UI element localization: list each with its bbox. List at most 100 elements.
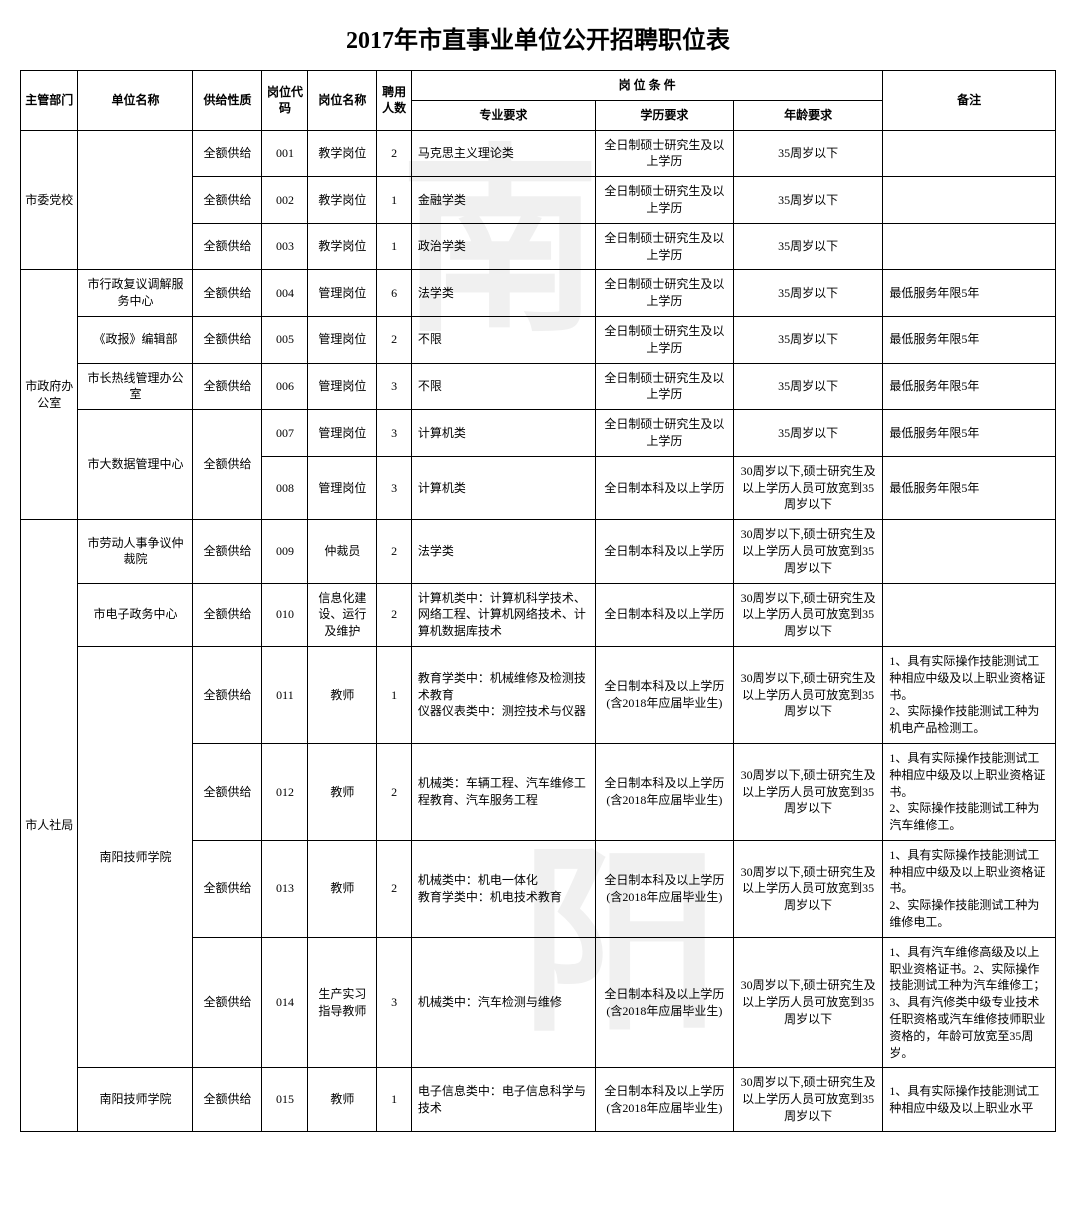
cell-code: 013 bbox=[262, 840, 308, 937]
cell-pos: 管理岗位 bbox=[308, 456, 377, 519]
cell-supply: 全额供给 bbox=[193, 937, 262, 1068]
cell-unit: 南阳技师学院 bbox=[78, 646, 193, 1068]
cell-note bbox=[883, 130, 1056, 177]
cell-count: 2 bbox=[377, 130, 411, 177]
cell-age: 35周岁以下 bbox=[733, 130, 883, 177]
cell-code: 009 bbox=[262, 520, 308, 583]
cell-unit: 市大数据管理中心 bbox=[78, 410, 193, 520]
cell-major: 不限 bbox=[411, 316, 595, 363]
cell-pos: 教师 bbox=[308, 743, 377, 840]
page-title: 2017年市直事业单位公开招聘职位表 bbox=[20, 20, 1056, 55]
cell-note: 最低服务年限5年 bbox=[883, 456, 1056, 519]
th-note: 备注 bbox=[883, 71, 1056, 131]
cell-age: 30周岁以下,硕士研究生及以上学历人员可放宽到35周岁以下 bbox=[733, 646, 883, 743]
cell-major: 教育学类中：机械维修及检测技术教育仪器仪表类中：测控技术与仪器 bbox=[411, 646, 595, 743]
th-age: 年龄要求 bbox=[733, 100, 883, 130]
th-supply: 供给性质 bbox=[193, 71, 262, 131]
cell-age: 35周岁以下 bbox=[733, 270, 883, 317]
cell-note bbox=[883, 177, 1056, 224]
cell-code: 004 bbox=[262, 270, 308, 317]
table-row: 市长热线管理办公室全额供给006管理岗位3不限全日制硕士研究生及以上学历35周岁… bbox=[21, 363, 1056, 410]
cell-age: 30周岁以下,硕士研究生及以上学历人员可放宽到35周岁以下 bbox=[733, 520, 883, 583]
cell-edu: 全日制本科及以上学历(含2018年应届毕业生) bbox=[595, 1068, 733, 1131]
cell-pos: 教师 bbox=[308, 840, 377, 937]
cell-count: 3 bbox=[377, 456, 411, 519]
table-row: 市电子政务中心全额供给010信息化建设、运行及维护2计算机类中：计算机科学技术、… bbox=[21, 583, 1056, 646]
cell-major: 计算机类 bbox=[411, 410, 595, 457]
cell-note: 最低服务年限5年 bbox=[883, 316, 1056, 363]
cell-unit: 南阳技师学院 bbox=[78, 1068, 193, 1131]
cell-count: 2 bbox=[377, 840, 411, 937]
cell-edu: 全日制硕士研究生及以上学历 bbox=[595, 316, 733, 363]
cell-age: 30周岁以下,硕士研究生及以上学历人员可放宽到35周岁以下 bbox=[733, 583, 883, 646]
th-posname: 岗位名称 bbox=[308, 71, 377, 131]
cell-pos: 管理岗位 bbox=[308, 410, 377, 457]
cell-note: 1、具有汽车维修高级及以上职业资格证书。2、实际操作技能测试工种为汽车维修工；3… bbox=[883, 937, 1056, 1068]
cell-note: 1、具有实际操作技能测试工种相应中级及以上职业资格证书。2、实际操作技能测试工种… bbox=[883, 840, 1056, 937]
table-row: 南阳技师学院全额供给011教师1教育学类中：机械维修及检测技术教育仪器仪表类中：… bbox=[21, 646, 1056, 743]
cell-age: 30周岁以下,硕士研究生及以上学历人员可放宽到35周岁以下 bbox=[733, 937, 883, 1068]
th-edu: 学历要求 bbox=[595, 100, 733, 130]
cell-note: 1、具有实际操作技能测试工种相应中级及以上职业资格证书。2、实际操作技能测试工种… bbox=[883, 743, 1056, 840]
cell-edu: 全日制硕士研究生及以上学历 bbox=[595, 130, 733, 177]
cell-supply: 全额供给 bbox=[193, 270, 262, 317]
cell-edu: 全日制硕士研究生及以上学历 bbox=[595, 363, 733, 410]
cell-edu: 全日制本科及以上学历(含2018年应届毕业生) bbox=[595, 646, 733, 743]
cell-unit: 市长热线管理办公室 bbox=[78, 363, 193, 410]
cell-count: 1 bbox=[377, 646, 411, 743]
cell-age: 35周岁以下 bbox=[733, 410, 883, 457]
table-row: 市大数据管理中心全额供给007管理岗位3计算机类全日制硕士研究生及以上学历35周… bbox=[21, 410, 1056, 457]
cell-supply: 全额供给 bbox=[193, 410, 262, 520]
cell-age: 30周岁以下,硕士研究生及以上学历人员可放宽到35周岁以下 bbox=[733, 456, 883, 519]
cell-note bbox=[883, 583, 1056, 646]
cell-unit: 市电子政务中心 bbox=[78, 583, 193, 646]
cell-edu: 全日制本科及以上学历(含2018年应届毕业生) bbox=[595, 937, 733, 1068]
cell-unit: 市行政复议调解服务中心 bbox=[78, 270, 193, 317]
cell-count: 6 bbox=[377, 270, 411, 317]
cell-major: 机械类：车辆工程、汽车维修工程教育、汽车服务工程 bbox=[411, 743, 595, 840]
cell-major: 马克思主义理论类 bbox=[411, 130, 595, 177]
cell-count: 3 bbox=[377, 363, 411, 410]
cell-unit: 《政报》编辑部 bbox=[78, 316, 193, 363]
cell-pos: 教师 bbox=[308, 646, 377, 743]
cell-count: 3 bbox=[377, 937, 411, 1068]
recruitment-table: 主管部门 单位名称 供给性质 岗位代码 岗位名称 聘用人数 岗 位 条 件 备注… bbox=[20, 70, 1056, 1132]
cell-supply: 全额供给 bbox=[193, 583, 262, 646]
cell-major: 不限 bbox=[411, 363, 595, 410]
cell-supply: 全额供给 bbox=[193, 223, 262, 270]
cell-pos: 仲裁员 bbox=[308, 520, 377, 583]
cell-major: 法学类 bbox=[411, 270, 595, 317]
cell-count: 2 bbox=[377, 583, 411, 646]
table-row: 市委党校全额供给001教学岗位2马克思主义理论类全日制硕士研究生及以上学历35周… bbox=[21, 130, 1056, 177]
cell-note: 1、具有实际操作技能测试工种相应中级及以上职业资格证书。2、实际操作技能测试工种… bbox=[883, 646, 1056, 743]
cell-supply: 全额供给 bbox=[193, 1068, 262, 1131]
cell-code: 005 bbox=[262, 316, 308, 363]
cell-age: 35周岁以下 bbox=[733, 363, 883, 410]
cell-note: 1、具有实际操作技能测试工种相应中级及以上职业水平 bbox=[883, 1068, 1056, 1131]
cell-pos: 教师 bbox=[308, 1068, 377, 1131]
cell-pos: 管理岗位 bbox=[308, 363, 377, 410]
cell-dept: 市委党校 bbox=[21, 130, 78, 270]
cell-dept: 市人社局 bbox=[21, 520, 78, 1132]
cell-age: 35周岁以下 bbox=[733, 316, 883, 363]
th-unit: 单位名称 bbox=[78, 71, 193, 131]
cell-count: 1 bbox=[377, 223, 411, 270]
cell-code: 003 bbox=[262, 223, 308, 270]
cell-count: 2 bbox=[377, 316, 411, 363]
cell-code: 006 bbox=[262, 363, 308, 410]
th-code: 岗位代码 bbox=[262, 71, 308, 131]
cell-pos: 管理岗位 bbox=[308, 316, 377, 363]
cell-dept: 市政府办公室 bbox=[21, 270, 78, 520]
cell-pos: 管理岗位 bbox=[308, 270, 377, 317]
cell-supply: 全额供给 bbox=[193, 316, 262, 363]
cell-major: 机械类中：汽车检测与维修 bbox=[411, 937, 595, 1068]
table-row: 《政报》编辑部全额供给005管理岗位2不限全日制硕士研究生及以上学历35周岁以下… bbox=[21, 316, 1056, 363]
th-count: 聘用人数 bbox=[377, 71, 411, 131]
cell-code: 010 bbox=[262, 583, 308, 646]
cell-code: 015 bbox=[262, 1068, 308, 1131]
table-row: 市人社局市劳动人事争议仲裁院全额供给009仲裁员2法学类全日制本科及以上学历30… bbox=[21, 520, 1056, 583]
cell-count: 1 bbox=[377, 177, 411, 224]
cell-major: 电子信息类中：电子信息科学与技术 bbox=[411, 1068, 595, 1131]
cell-pos: 信息化建设、运行及维护 bbox=[308, 583, 377, 646]
table-row: 市政府办公室市行政复议调解服务中心全额供给004管理岗位6法学类全日制硕士研究生… bbox=[21, 270, 1056, 317]
